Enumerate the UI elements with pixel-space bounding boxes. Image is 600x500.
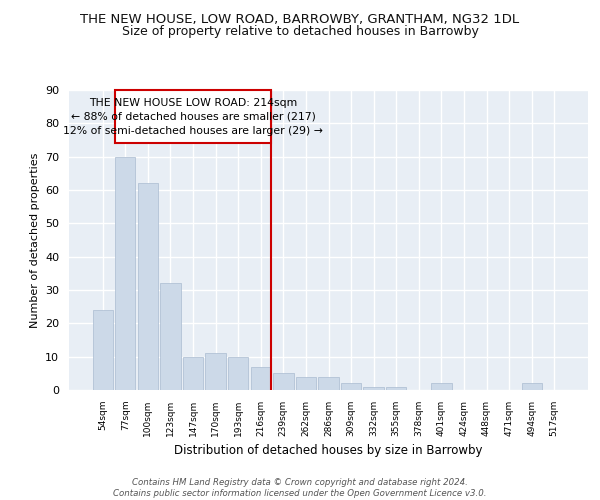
Bar xyxy=(273,374,293,390)
Y-axis label: Number of detached properties: Number of detached properties xyxy=(29,152,40,328)
Bar xyxy=(521,384,542,390)
Bar xyxy=(92,310,113,390)
X-axis label: Distribution of detached houses by size in Barrowby: Distribution of detached houses by size … xyxy=(174,444,483,458)
Bar xyxy=(115,156,136,390)
Text: THE NEW HOUSE, LOW ROAD, BARROWBY, GRANTHAM, NG32 1DL: THE NEW HOUSE, LOW ROAD, BARROWBY, GRANT… xyxy=(80,12,520,26)
Bar xyxy=(341,384,361,390)
Bar xyxy=(205,354,226,390)
Bar xyxy=(296,376,316,390)
Bar xyxy=(319,376,338,390)
Bar xyxy=(138,184,158,390)
Bar xyxy=(386,386,406,390)
Bar xyxy=(160,284,181,390)
Text: THE NEW HOUSE LOW ROAD: 214sqm
← 88% of detached houses are smaller (217)
12% of: THE NEW HOUSE LOW ROAD: 214sqm ← 88% of … xyxy=(63,98,323,136)
Bar xyxy=(228,356,248,390)
Bar xyxy=(364,386,384,390)
Bar xyxy=(431,384,452,390)
Text: Size of property relative to detached houses in Barrowby: Size of property relative to detached ho… xyxy=(122,25,478,38)
Bar xyxy=(183,356,203,390)
Text: Contains HM Land Registry data © Crown copyright and database right 2024.
Contai: Contains HM Land Registry data © Crown c… xyxy=(113,478,487,498)
FancyBboxPatch shape xyxy=(115,90,271,144)
Bar xyxy=(251,366,271,390)
